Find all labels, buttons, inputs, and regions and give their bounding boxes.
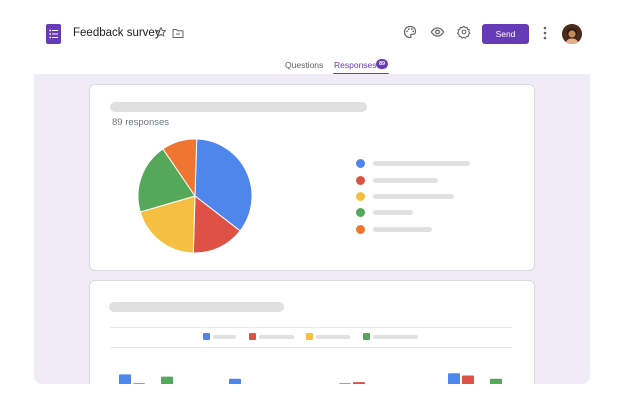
folder-icon[interactable] bbox=[172, 26, 184, 44]
tab-responses[interactable]: Responses bbox=[334, 60, 377, 70]
question-title-placeholder bbox=[110, 102, 367, 112]
send-button[interactable]: Send bbox=[482, 24, 529, 44]
legend-dot bbox=[356, 176, 365, 185]
legend-label-placeholder bbox=[373, 210, 413, 215]
legend-item bbox=[356, 176, 496, 186]
bar-chart bbox=[119, 373, 502, 384]
legend-label-placeholder bbox=[373, 178, 438, 183]
form-title[interactable]: Feedback survey bbox=[73, 27, 161, 39]
legend-item bbox=[356, 225, 496, 235]
star-icon[interactable] bbox=[155, 25, 167, 43]
legend-item bbox=[306, 333, 356, 341]
pie-slice-2 bbox=[192, 195, 241, 254]
responses-canvas: 89 responses bbox=[34, 74, 590, 384]
bar-g1-s4 bbox=[161, 376, 173, 384]
top-bar: Feedback survey Send bbox=[0, 0, 624, 74]
more-vert-icon[interactable] bbox=[541, 26, 549, 45]
legend-item bbox=[356, 208, 496, 218]
legend-dot bbox=[356, 208, 365, 217]
avatar[interactable] bbox=[562, 24, 582, 44]
legend-item bbox=[356, 192, 496, 202]
gear-icon[interactable] bbox=[457, 25, 471, 44]
legend-label-placeholder bbox=[259, 335, 294, 339]
palette-icon[interactable] bbox=[403, 25, 417, 44]
eye-icon[interactable] bbox=[430, 25, 445, 44]
legend-label-placeholder bbox=[373, 161, 470, 166]
bar-g4-s2 bbox=[462, 375, 474, 384]
legend-swatch bbox=[363, 333, 370, 340]
legend-swatch bbox=[203, 333, 210, 340]
bar-g1-s2 bbox=[133, 383, 145, 384]
forms-logo-icon[interactable] bbox=[46, 24, 61, 44]
responses-count-badge: 89 bbox=[376, 59, 388, 69]
legend-dot bbox=[356, 192, 365, 201]
pie-slice-4 bbox=[137, 148, 196, 213]
pie-slice-1 bbox=[194, 138, 253, 232]
legend-item bbox=[363, 333, 423, 341]
bar-g4-s1 bbox=[448, 373, 460, 384]
legend-label-placeholder bbox=[373, 227, 432, 232]
legend-dot bbox=[356, 159, 365, 168]
gridline bbox=[110, 347, 512, 348]
legend-swatch bbox=[306, 333, 313, 340]
legend-label-placeholder bbox=[316, 335, 350, 339]
bar-g1-s1 bbox=[119, 374, 131, 384]
legend-label-placeholder bbox=[213, 335, 236, 339]
pie-slice-3 bbox=[139, 195, 196, 254]
legend-label-placeholder bbox=[373, 335, 418, 339]
bar-g4-s4 bbox=[490, 378, 502, 384]
tab-questions[interactable]: Questions bbox=[285, 60, 324, 70]
bar-g3-s1 bbox=[339, 383, 351, 384]
summary-card: 89 responses bbox=[89, 84, 535, 271]
pie-slice-5 bbox=[162, 138, 198, 198]
legend-swatch bbox=[249, 333, 256, 340]
legend-item bbox=[356, 159, 496, 169]
bar-chart-card bbox=[89, 280, 535, 384]
divider bbox=[110, 327, 512, 328]
legend-item bbox=[249, 333, 299, 341]
bar-g2-s1 bbox=[229, 378, 241, 384]
legend-item bbox=[203, 333, 243, 341]
question-title-placeholder bbox=[109, 302, 284, 312]
response-count: 89 responses bbox=[112, 117, 170, 128]
pie-chart bbox=[137, 138, 253, 254]
legend-label-placeholder bbox=[373, 194, 454, 199]
legend-dot bbox=[356, 225, 365, 234]
bar-g3-s2 bbox=[353, 382, 365, 384]
